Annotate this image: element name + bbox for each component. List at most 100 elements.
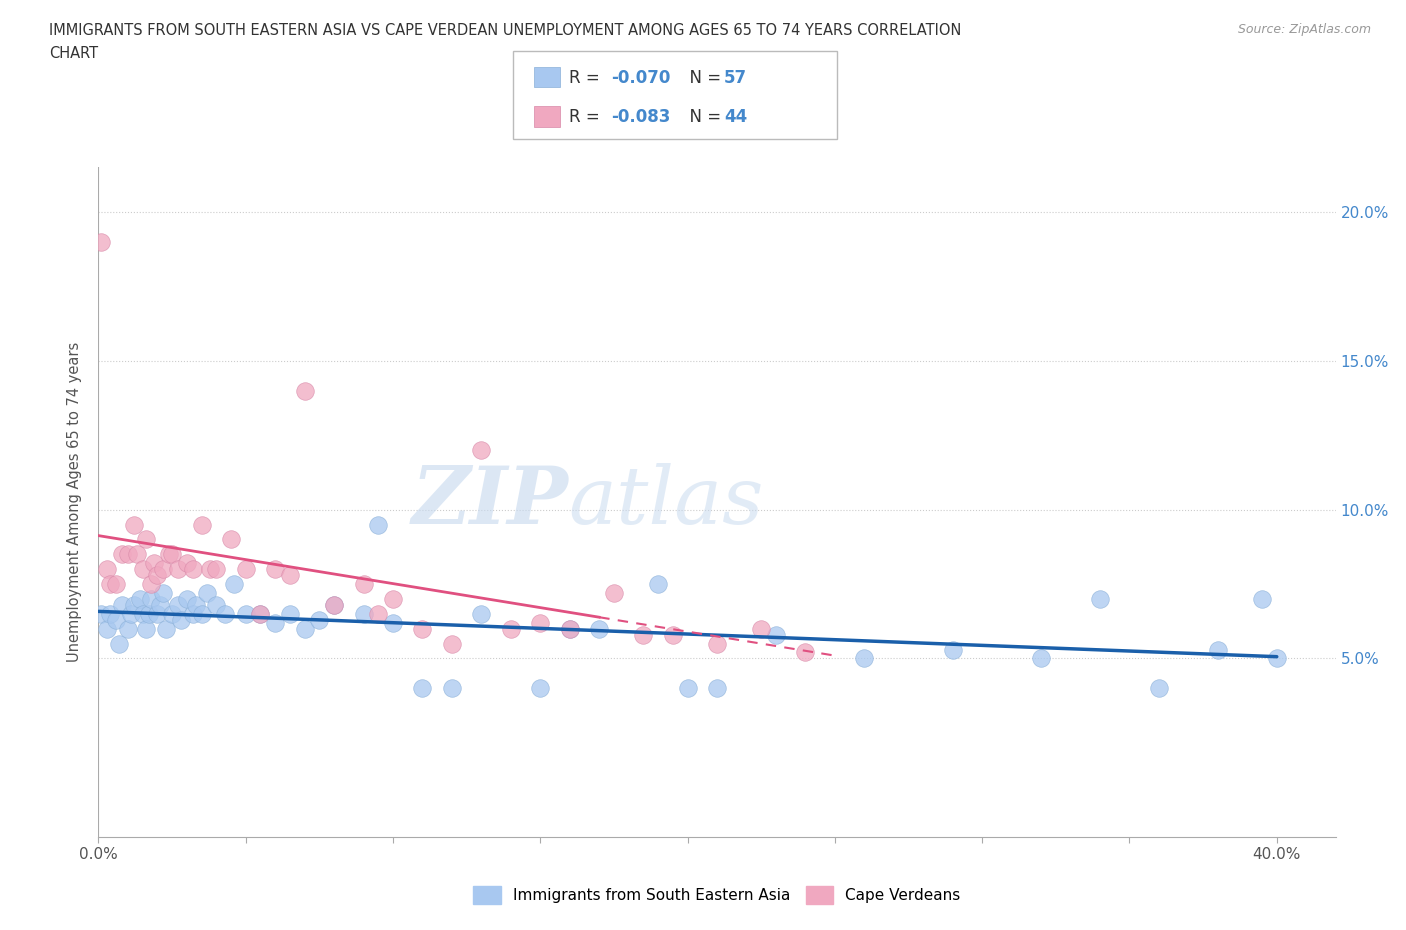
Point bbox=[108, 636, 131, 651]
Point bbox=[367, 517, 389, 532]
Point bbox=[117, 547, 139, 562]
Point bbox=[160, 606, 183, 621]
Point bbox=[470, 606, 492, 621]
Point bbox=[170, 612, 193, 627]
Point bbox=[90, 606, 112, 621]
Point bbox=[249, 606, 271, 621]
Point bbox=[157, 547, 180, 562]
Point bbox=[529, 616, 551, 631]
Text: -0.083: -0.083 bbox=[612, 109, 671, 126]
Point bbox=[411, 621, 433, 636]
Point bbox=[1251, 591, 1274, 606]
Point bbox=[676, 681, 699, 696]
Point bbox=[749, 621, 772, 636]
Point bbox=[105, 612, 128, 627]
Point bbox=[120, 606, 142, 621]
Point bbox=[181, 562, 204, 577]
Point bbox=[131, 606, 153, 621]
Point bbox=[98, 606, 121, 621]
Point bbox=[558, 621, 581, 636]
Point bbox=[794, 645, 817, 660]
Point bbox=[190, 606, 212, 621]
Point bbox=[214, 606, 236, 621]
Point bbox=[105, 577, 128, 591]
Point bbox=[264, 562, 287, 577]
Point bbox=[706, 681, 728, 696]
Point bbox=[167, 597, 190, 612]
Point bbox=[176, 591, 198, 606]
Point bbox=[278, 606, 301, 621]
Point bbox=[249, 606, 271, 621]
Text: CHART: CHART bbox=[49, 46, 98, 61]
Point bbox=[603, 586, 626, 601]
Point bbox=[294, 383, 316, 398]
Point bbox=[90, 234, 112, 249]
Point bbox=[440, 636, 463, 651]
Text: R =: R = bbox=[569, 109, 606, 126]
Y-axis label: Unemployment Among Ages 65 to 74 years: Unemployment Among Ages 65 to 74 years bbox=[67, 342, 83, 662]
Point bbox=[167, 562, 190, 577]
Point bbox=[308, 612, 330, 627]
Point bbox=[128, 591, 150, 606]
Point bbox=[1206, 642, 1229, 657]
Point bbox=[323, 597, 346, 612]
Point bbox=[117, 621, 139, 636]
Point bbox=[853, 651, 876, 666]
Point bbox=[367, 606, 389, 621]
Point bbox=[294, 621, 316, 636]
Point bbox=[98, 577, 121, 591]
Point bbox=[111, 547, 134, 562]
Text: Source: ZipAtlas.com: Source: ZipAtlas.com bbox=[1237, 23, 1371, 36]
Point bbox=[353, 577, 375, 591]
Text: R =: R = bbox=[569, 69, 606, 86]
Point bbox=[222, 577, 245, 591]
Text: IMMIGRANTS FROM SOUTH EASTERN ASIA VS CAPE VERDEAN UNEMPLOYMENT AMONG AGES 65 TO: IMMIGRANTS FROM SOUTH EASTERN ASIA VS CA… bbox=[49, 23, 962, 38]
Text: atlas: atlas bbox=[568, 463, 763, 541]
Text: -0.070: -0.070 bbox=[612, 69, 671, 86]
Point bbox=[125, 547, 148, 562]
Point bbox=[1147, 681, 1170, 696]
Point bbox=[96, 621, 118, 636]
Point bbox=[264, 616, 287, 631]
Point bbox=[181, 606, 204, 621]
Point bbox=[440, 681, 463, 696]
Legend: Immigrants from South Eastern Asia, Cape Verdeans: Immigrants from South Eastern Asia, Cape… bbox=[467, 880, 967, 910]
Text: 44: 44 bbox=[724, 109, 748, 126]
Point bbox=[190, 517, 212, 532]
Point bbox=[765, 627, 787, 642]
Text: ZIP: ZIP bbox=[412, 463, 568, 541]
Point bbox=[184, 597, 207, 612]
Point bbox=[323, 597, 346, 612]
Point bbox=[353, 606, 375, 621]
Point bbox=[138, 606, 160, 621]
Point bbox=[382, 591, 405, 606]
Text: N =: N = bbox=[679, 69, 727, 86]
Point bbox=[143, 556, 166, 571]
Point bbox=[205, 562, 228, 577]
Point bbox=[122, 597, 145, 612]
Point bbox=[152, 586, 174, 601]
Point bbox=[1029, 651, 1052, 666]
Point bbox=[470, 443, 492, 458]
Point bbox=[382, 616, 405, 631]
Point bbox=[197, 586, 219, 601]
Point bbox=[529, 681, 551, 696]
Point bbox=[278, 567, 301, 582]
Point bbox=[135, 621, 157, 636]
Point bbox=[411, 681, 433, 696]
Point bbox=[146, 567, 169, 582]
Point bbox=[1088, 591, 1111, 606]
Text: N =: N = bbox=[679, 109, 727, 126]
Text: 57: 57 bbox=[724, 69, 747, 86]
Point bbox=[1265, 651, 1288, 666]
Point bbox=[152, 562, 174, 577]
Point bbox=[205, 597, 228, 612]
Point bbox=[135, 532, 157, 547]
Point bbox=[176, 556, 198, 571]
Point bbox=[111, 597, 134, 612]
Point bbox=[155, 621, 177, 636]
Point bbox=[141, 577, 163, 591]
Point bbox=[131, 562, 153, 577]
Point bbox=[588, 621, 610, 636]
Point bbox=[141, 591, 163, 606]
